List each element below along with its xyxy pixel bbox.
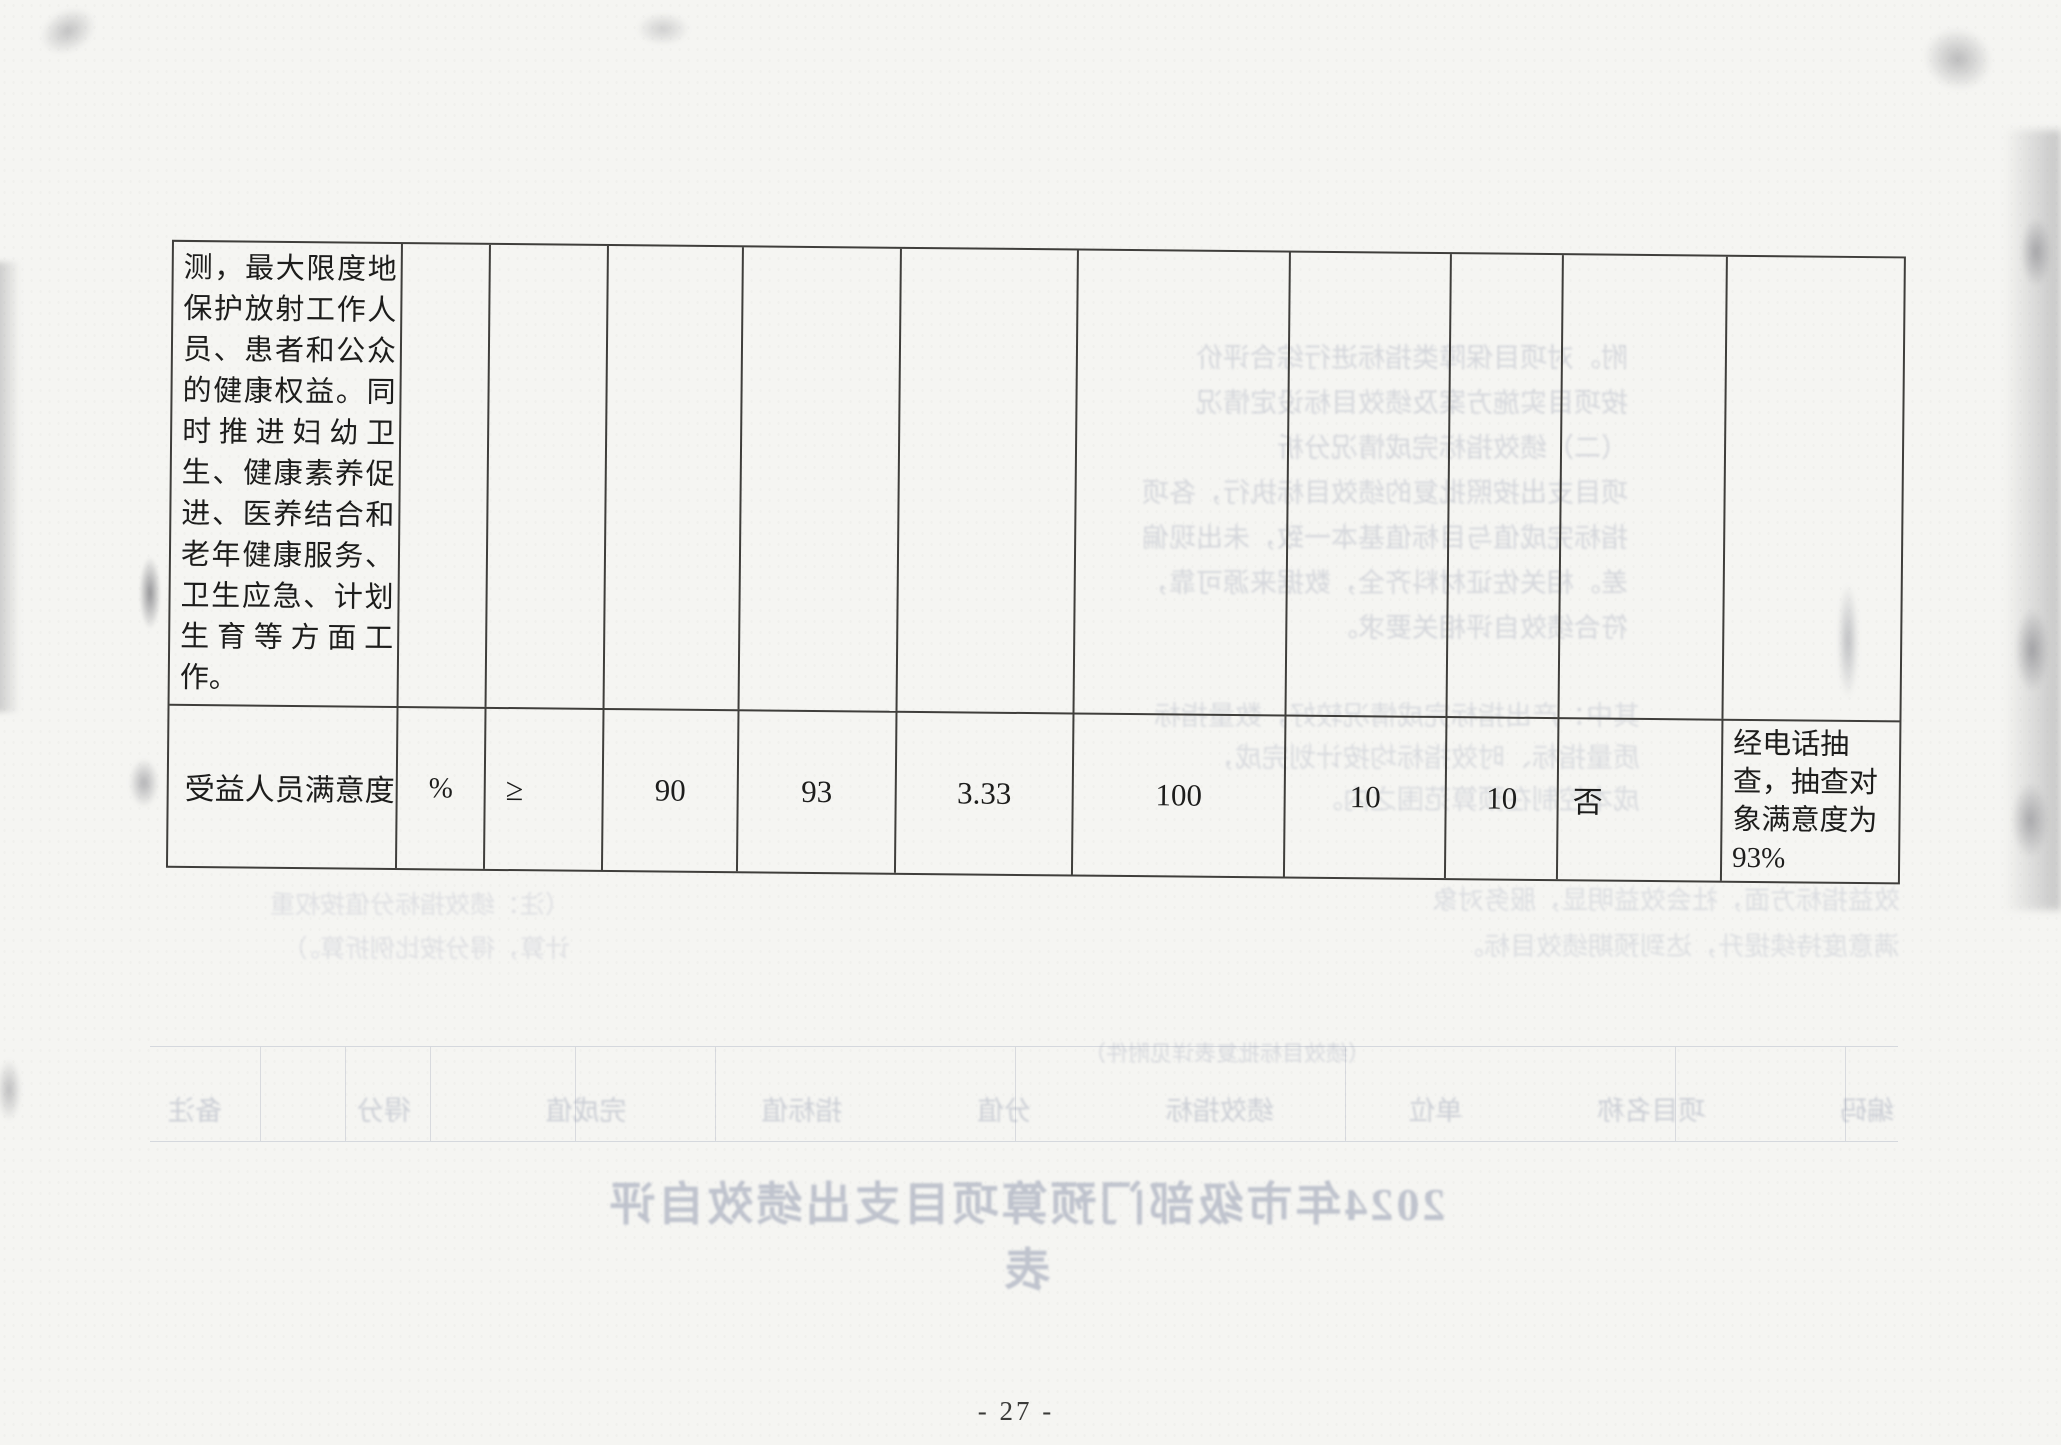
scan-smudge-right-blob-3 xyxy=(2004,768,2056,872)
performance-evaluation-table: 测，最大限度地保护放射工作人员、患者和公众的健康权益。同时推进妇幼卫生、健康素养… xyxy=(165,239,1906,885)
empty-cell xyxy=(602,245,742,710)
bleed-through-title: 2024年市级部门预算项目支出绩效自评表 xyxy=(606,1179,1446,1296)
empty-cell xyxy=(484,244,607,708)
empty-cell xyxy=(1284,252,1450,717)
scan-smudge-top-left xyxy=(16,0,120,79)
empty-cell xyxy=(737,247,900,711)
empty-cell xyxy=(1072,250,1289,715)
cell-unit: % xyxy=(394,705,485,869)
page-number: - 27 - xyxy=(977,1396,1055,1426)
bleed-through-table-grid xyxy=(150,1046,1898,1142)
bleed-header-label: 分值 xyxy=(977,1095,1031,1126)
bleed-header-label: 得分 xyxy=(356,1095,411,1126)
bleed-header-label: 绩效指标 xyxy=(1165,1095,1274,1126)
cell-completion-value: 93 xyxy=(735,709,896,873)
cell-completion-rate: 100 xyxy=(1070,712,1285,877)
bleed-header-label: 指标值 xyxy=(761,1095,843,1126)
cell-deviation-flag: 否 xyxy=(1555,717,1722,881)
cell-target-value: 90 xyxy=(600,707,738,872)
empty-cell xyxy=(396,244,489,707)
bleed-through-text-lower-right: 效益指标方面，社会效益明显，服务对象 满意度持续提升，达到预期绩效目标。 xyxy=(1431,886,1900,961)
cell-weight-score: 3.33 xyxy=(893,710,1073,875)
empty-cell xyxy=(1445,254,1562,718)
bleed-header-label: 项目名称 xyxy=(1597,1095,1706,1126)
cell-continuation-paragraph: 测，最大限度地保护放射工作人员、患者和公众的健康权益。同时推进妇幼卫生、健康素养… xyxy=(179,251,397,695)
scan-smudge-top-right xyxy=(1896,0,2020,118)
scan-smudge-right-blob-2 xyxy=(2008,592,2056,708)
cell-score: 10 xyxy=(1443,716,1558,880)
bleed-header-label: 完成值 xyxy=(545,1095,627,1126)
cell-operator: ≥ xyxy=(482,706,603,870)
scan-smudge-left-mark xyxy=(136,546,164,640)
empty-cell xyxy=(1721,256,1904,721)
empty-cell xyxy=(895,248,1077,713)
bleed-header-label: 编码 xyxy=(1840,1095,1894,1126)
cell-remark: 经电话抽查，抽查对象满意度为93% xyxy=(1719,718,1900,883)
bleed-header-label: 备注 xyxy=(168,1095,222,1126)
scan-smudge-bottom-left xyxy=(0,1048,26,1132)
empty-cell xyxy=(1557,255,1726,719)
bleed-through-text-lower-left: （注：绩效指标分值按权重 计算，得分按比例折算。） xyxy=(269,892,570,963)
scan-smudge-left-mark-2 xyxy=(124,750,164,816)
scan-smudge-right-blob-1 xyxy=(2014,204,2058,300)
bleed-header-label: 单位 xyxy=(1408,1095,1463,1126)
scan-smudge-left-edge xyxy=(0,262,20,712)
cell-full-score: 10 xyxy=(1282,714,1446,879)
scan-smudge-top-center xyxy=(626,6,700,52)
cell-indicator-name: 受益人员满意度 xyxy=(167,703,397,868)
bleed-through-header-row: 编码 项目名称 单位 绩效指标 分值 指标值 完成值 得分 备注 xyxy=(168,1080,1894,1136)
bleed-through-note-line: （绩效目标批复表详见附件） xyxy=(1083,1041,1370,1066)
scan-smudge-right-edge xyxy=(2004,130,2061,910)
